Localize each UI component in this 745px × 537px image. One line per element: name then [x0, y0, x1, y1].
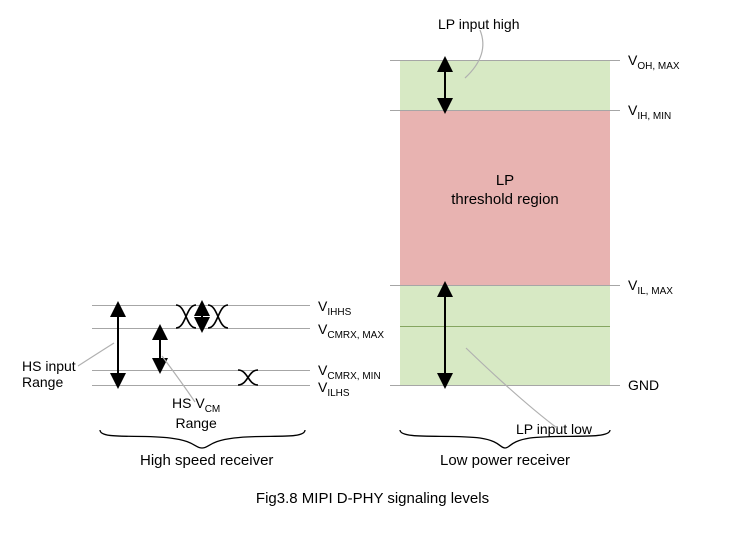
diagram-root: LP threshold region LP input high LP inp…: [0, 0, 745, 537]
leader-lp-high: [465, 30, 483, 78]
brace-lp: [400, 430, 610, 448]
brace-hs: [100, 430, 305, 448]
leader-hs-vcm: [162, 356, 195, 402]
x-cross-lower: [238, 370, 258, 385]
leader-hs-range: [78, 343, 114, 366]
svg-overlay: [0, 0, 745, 537]
leader-lp-low: [466, 348, 557, 428]
